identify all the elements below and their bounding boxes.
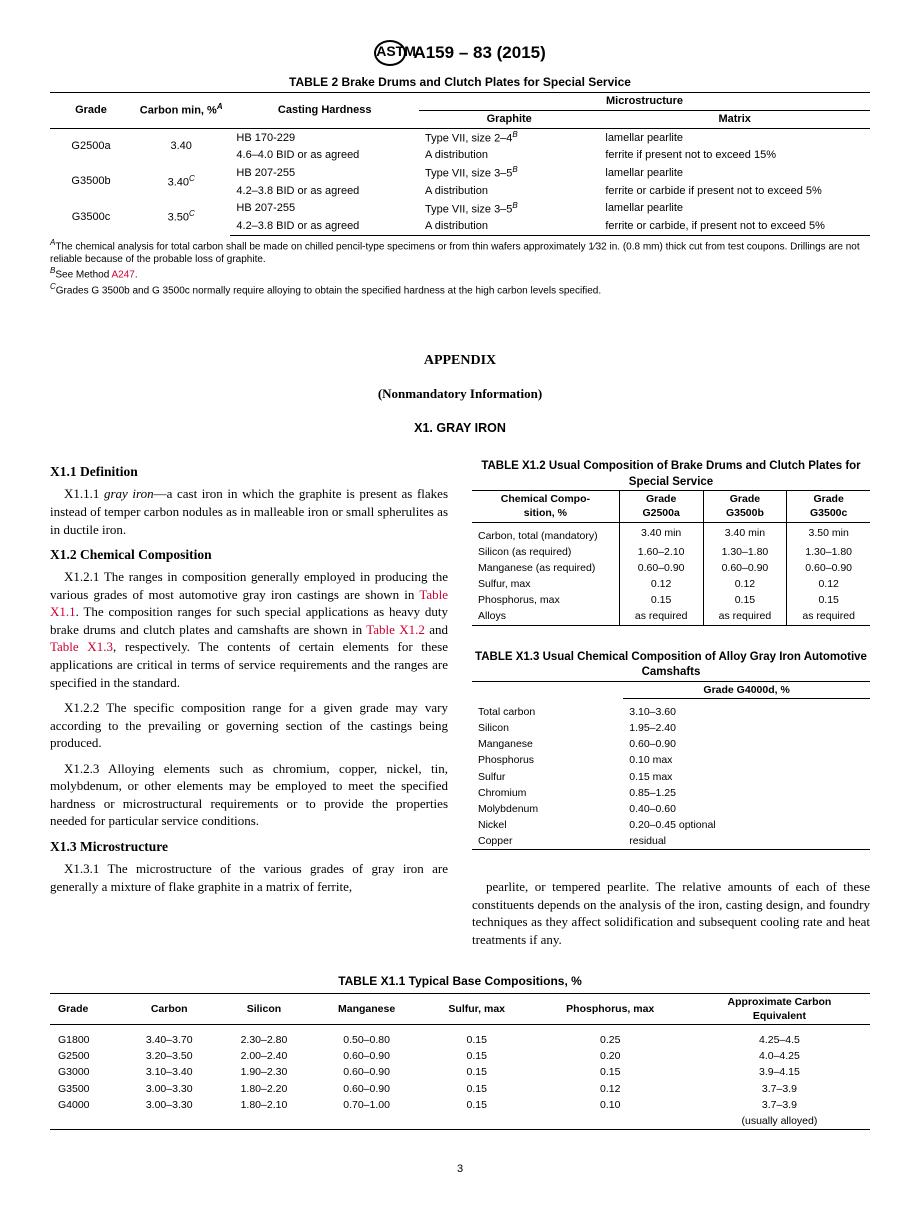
th-casting: Casting Hardness (230, 93, 419, 129)
table-row: G3500c 3.50C HB 207-255Type VII, size 3–… (50, 200, 870, 219)
para-x123: X1.2.3 Alloying elements such as chromiu… (50, 760, 448, 830)
tx12-title: TABLE X1.2 Usual Composition of Brake Dr… (472, 459, 870, 490)
link-tx13[interactable]: Table X1.3 (50, 639, 113, 654)
table-x12: Chemical Compo-sition, % GradeG2500a Gra… (472, 490, 870, 625)
table-row: G35003.00–3.301.80–2.200.60–0.900.150.12… (50, 1081, 870, 1097)
table-row: Phosphorus, max0.150.150.15 (472, 592, 870, 608)
th: Silicon (217, 993, 312, 1024)
tx13-title: TABLE X1.3 Usual Chemical Composition of… (472, 650, 870, 681)
appendix-heading: APPENDIX (50, 352, 870, 371)
table-row: Total carbon3.10–3.60 (472, 698, 870, 720)
page-number: 3 (50, 1162, 870, 1177)
tx11-title: TABLE X1.1 Typical Base Compositions, % (50, 973, 870, 989)
table2-footnotes: AThe chemical analysis for total carbon … (50, 238, 870, 297)
table-row: Molybdenum0.40–0.60 (472, 801, 870, 817)
th: Sulfur, max (422, 993, 532, 1024)
table2-title: TABLE 2 Brake Drums and Clutch Plates fo… (50, 74, 870, 90)
x1-heading: X1. GRAY IRON (50, 420, 870, 437)
table-row: G25003.20–3.502.00–2.400.60–0.900.150.20… (50, 1048, 870, 1064)
th-carbon: Carbon min, %A (132, 93, 230, 129)
th-matrix: Matrix (599, 111, 870, 129)
nonmandatory-heading: (Nonmandatory Information) (50, 385, 870, 403)
link-a247[interactable]: A247 (112, 270, 135, 281)
table-row: G3500b 3.40C HB 207-255Type VII, size 3–… (50, 164, 870, 183)
table-row: Alloysas requiredas requiredas required (472, 608, 870, 625)
th-grade: Grade (50, 93, 132, 129)
table-row: Nickel0.20–0.45 optional (472, 817, 870, 833)
table-row: Chromium0.85–1.25 (472, 785, 870, 801)
table-row: Manganese0.60–0.90 (472, 736, 870, 752)
table-row: Phosphorus0.10 max (472, 752, 870, 768)
tx12-h-g1: GradeG2500a (619, 491, 703, 522)
table-row: Sulfur, max0.120.120.12 (472, 576, 870, 592)
astm-logo-icon: ASTM (374, 40, 406, 66)
table-row: Sulfur0.15 max (472, 769, 870, 785)
para-x122: X1.2.2 The specific composition range fo… (50, 699, 448, 752)
th-microstructure: Microstructure (419, 93, 870, 111)
table-row: Manganese (as required)0.60–0.900.60–0.9… (472, 560, 870, 576)
tx12-h-g2: GradeG3500b (703, 491, 787, 522)
para-x121: X1.2.1 The ranges in composition general… (50, 568, 448, 691)
para-x131: X1.3.1 The microstructure of the various… (50, 860, 448, 895)
th: Grade (50, 993, 122, 1024)
para-right-cont: pearlite, or tempered pearlite. The rela… (472, 878, 870, 948)
table-x11: GradeCarbonSiliconManganeseSulfur, maxPh… (50, 993, 870, 1130)
para-x111: X1.1.1 gray iron—a cast iron in which th… (50, 485, 448, 538)
table-row: Silicon (as required)1.60–2.101.30–1.801… (472, 544, 870, 560)
table-x13: Grade G4000d, % Total carbon3.10–3.60Sil… (472, 681, 870, 851)
table-row: (usually alloyed) (50, 1113, 870, 1130)
left-column: X1.1 Definition X1.1.1 gray iron—a cast … (50, 455, 448, 956)
right-column: TABLE X1.2 Usual Composition of Brake Dr… (472, 455, 870, 956)
th: Phosphorus, max (532, 993, 689, 1024)
th: Carbon (122, 993, 217, 1024)
tx12-h-chem: Chemical Compo-sition, % (472, 491, 619, 522)
table-row: G18003.40–3.702.30–2.800.50–0.800.150.25… (50, 1025, 870, 1049)
table-row: Silicon1.95–2.40 (472, 720, 870, 736)
header: ASTM A159 – 83 (2015) (50, 40, 870, 66)
sec-microstructure: X1.3 Microstructure (50, 838, 448, 856)
table-row: Copperresidual (472, 833, 870, 850)
table2: Grade Carbon min, %A Casting Hardness Mi… (50, 92, 870, 236)
tx13-h-grade: Grade G4000d, % (623, 681, 870, 698)
th-graphite: Graphite (419, 111, 599, 129)
th: Approximate CarbonEquivalent (689, 993, 870, 1024)
sec-chemical: X1.2 Chemical Composition (50, 546, 448, 564)
sec-definition: X1.1 Definition (50, 463, 448, 481)
document-number: A159 – 83 (2015) (413, 42, 545, 65)
table-row: G2500a 3.40 HB 170-229Type VII, size 2–4… (50, 128, 870, 147)
table-row: G30003.10–3.401.90–2.300.60–0.900.150.15… (50, 1064, 870, 1080)
table-row: Carbon, total (mandatory)3.40 min3.40 mi… (472, 522, 870, 544)
table-row: G40003.00–3.301.80–2.100.70–1.000.150.10… (50, 1097, 870, 1113)
th: Manganese (311, 993, 422, 1024)
tx12-h-g3: GradeG3500c (787, 491, 870, 522)
link-tx12[interactable]: Table X1.2 (366, 622, 425, 637)
